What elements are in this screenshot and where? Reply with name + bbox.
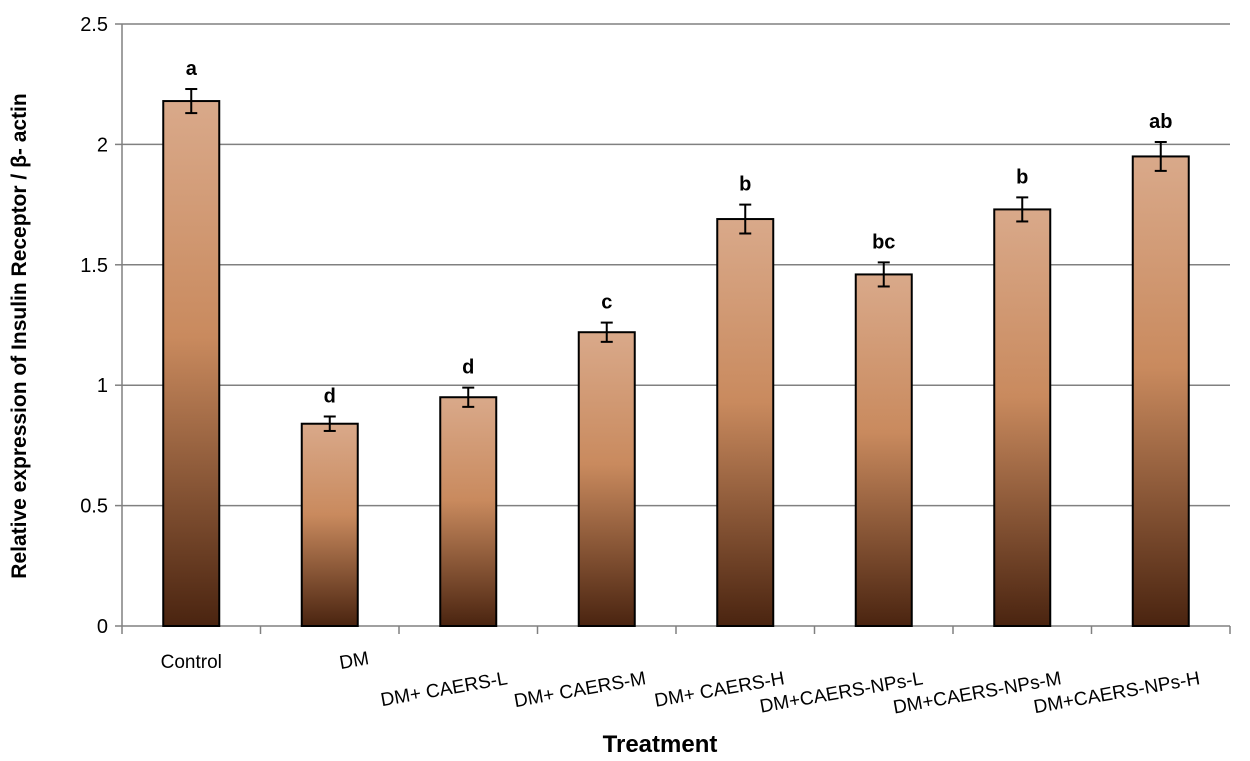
- gridlines: [122, 23, 1230, 507]
- bars: [162, 100, 1190, 628]
- bar: [162, 100, 221, 627]
- bar: [1131, 155, 1190, 627]
- y-tick-label: 1: [97, 375, 108, 397]
- y-tick-label: 2: [97, 134, 108, 156]
- axes: [115, 23, 1231, 634]
- error-bars: [185, 88, 1167, 432]
- significance-label: d: [324, 386, 336, 408]
- significance-label: d: [462, 357, 474, 379]
- bar: [577, 331, 636, 627]
- y-tick-label: 0: [97, 616, 108, 638]
- bar: [993, 208, 1052, 628]
- category-label: DM+ CAERS-L: [379, 668, 509, 711]
- significance-label: b: [1016, 166, 1028, 188]
- y-tick-label: 0.5: [80, 496, 108, 518]
- y-tick-label: 2.5: [80, 14, 108, 36]
- significance-label: a: [186, 58, 198, 80]
- significance-label: ab: [1149, 111, 1172, 133]
- x-axis-title: Treatment: [603, 731, 718, 758]
- category-label: DM: [338, 648, 371, 674]
- bar: [300, 422, 359, 627]
- y-axis-title: Relative expression of Insulin Receptor …: [8, 93, 31, 578]
- significance-labels: a d d c b bc b ab: [186, 58, 1173, 407]
- significance-label: bc: [872, 231, 895, 253]
- y-tick-label: 1.5: [80, 255, 108, 277]
- category-label: Control: [161, 652, 222, 673]
- significance-label: b: [739, 174, 751, 196]
- significance-label: c: [601, 292, 612, 314]
- bar: [854, 273, 913, 627]
- category-label: DM+ CAERS-M: [512, 668, 647, 712]
- bar: [439, 396, 498, 627]
- y-tick-labels: 0 0.5 1 1.5 2 2.5: [80, 14, 108, 638]
- bar: [716, 218, 775, 627]
